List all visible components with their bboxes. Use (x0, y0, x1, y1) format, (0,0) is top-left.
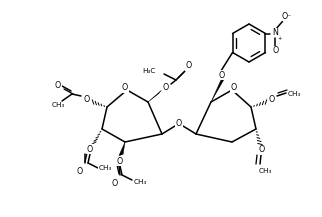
Text: O: O (272, 46, 279, 55)
Text: O: O (84, 94, 90, 104)
Text: O: O (117, 156, 123, 166)
Text: CH₃: CH₃ (51, 102, 65, 108)
Text: N: N (272, 28, 279, 37)
Text: O: O (269, 94, 275, 104)
Text: CH₃: CH₃ (133, 179, 147, 185)
Text: CH₃: CH₃ (287, 91, 301, 97)
Polygon shape (211, 78, 225, 102)
Polygon shape (148, 90, 161, 102)
Text: O: O (163, 84, 169, 92)
Text: O: O (122, 84, 128, 92)
Text: O: O (87, 145, 93, 153)
Text: O: O (259, 146, 265, 155)
Text: O: O (219, 71, 225, 80)
Text: O: O (77, 166, 83, 176)
Text: O: O (112, 179, 118, 187)
Text: O: O (176, 118, 182, 128)
Text: O: O (186, 61, 192, 71)
Text: CH₃: CH₃ (258, 168, 272, 174)
Text: O⁻: O⁻ (281, 12, 292, 21)
Text: O: O (231, 84, 237, 92)
Polygon shape (119, 142, 125, 156)
Text: +: + (277, 36, 281, 41)
Text: CH₃: CH₃ (98, 165, 112, 171)
Text: H₃C: H₃C (143, 68, 156, 74)
Text: O: O (55, 82, 61, 90)
